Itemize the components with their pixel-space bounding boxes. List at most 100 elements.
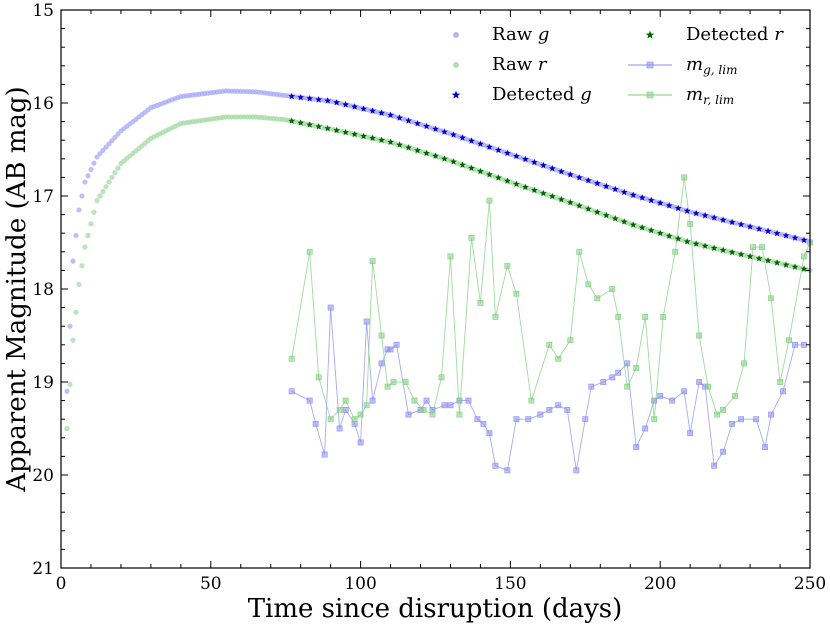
detected-r-point [324, 124, 332, 132]
detected-r-point [656, 229, 664, 237]
lim-r-point [390, 379, 397, 385]
lim-g-point [369, 397, 376, 404]
lim-r-point [327, 416, 334, 423]
raw-g-point [82, 179, 88, 185]
detected-g-point [548, 164, 556, 172]
x-tick-label: 100 [344, 574, 376, 594]
detected-r-point [791, 263, 799, 270]
lim-g-point [492, 462, 499, 469]
detected-g-point [477, 140, 484, 147]
raw-r-point [100, 188, 106, 194]
detected-g-point [503, 149, 511, 157]
lim-r-point [411, 397, 418, 404]
lim-g-point [546, 406, 553, 413]
detected-r-point [548, 192, 556, 200]
lim-g-point [321, 451, 328, 458]
detected-g-point [584, 176, 592, 184]
detected-r-point [459, 161, 466, 168]
lim-r-point [615, 313, 622, 320]
detected-r-point [773, 259, 781, 266]
lim-r-point [420, 406, 427, 413]
lim-g-point [669, 397, 676, 404]
detected-g-point [773, 229, 781, 237]
raw-r-point [115, 165, 121, 171]
detected-r-point [647, 226, 655, 234]
detected-r-point [477, 167, 484, 175]
raw-g-point [76, 207, 82, 213]
lim-r-point [687, 221, 694, 227]
detected-g-point [539, 161, 547, 169]
detected-r-point [620, 218, 628, 225]
lim-r-point [741, 360, 747, 367]
y-tick-label: 20 [32, 466, 54, 486]
detected-g-point [647, 196, 655, 204]
detected-r-point [737, 250, 745, 258]
detected-g-point [737, 220, 745, 228]
lim-g-point [342, 406, 349, 413]
y-tick-label: 17 [32, 187, 54, 207]
raw-r-point [64, 425, 70, 432]
lim-r-point [468, 234, 475, 241]
lim-r-point [567, 337, 574, 344]
detected-g-point [593, 179, 601, 187]
lim-g-point [729, 420, 736, 427]
lim-r-point [528, 397, 535, 404]
legend-label-detected_g: Detected g [492, 84, 592, 105]
detected-g-point [602, 182, 610, 190]
lim-g-point [624, 360, 631, 367]
detected-r-point [512, 180, 520, 188]
detected-r-point [800, 265, 808, 272]
detected-r-point [638, 224, 646, 231]
detected-g-point [297, 93, 305, 101]
lim-g-point [504, 467, 511, 474]
detected-r-point [575, 202, 583, 209]
detected-g-point [638, 194, 646, 201]
detected-g-point [683, 207, 691, 214]
detected-g-point [566, 171, 574, 178]
data-layer [64, 88, 813, 474]
detected-r-point [423, 149, 430, 157]
raw-r-point [88, 221, 94, 227]
lim-r-point [477, 300, 484, 306]
detected-r-point [764, 257, 772, 264]
raw-r-point [85, 232, 91, 239]
lim-r-point [624, 383, 631, 390]
lim-g-point [363, 318, 370, 325]
detected-g-point [791, 234, 799, 241]
detected-r-point [602, 211, 610, 219]
lim-g-point [288, 388, 295, 395]
lim-g-point [609, 374, 616, 381]
raw-r-point [70, 337, 76, 343]
x-tick-label: 150 [494, 574, 526, 594]
lim-r-point [456, 411, 463, 418]
lim-g-point [801, 341, 807, 348]
lim-g-point [357, 439, 364, 446]
raw-g-point [85, 173, 91, 179]
lim-r-point [585, 281, 592, 288]
y-axis-label: Apparent Magnitude (AB mag) [2, 86, 32, 492]
detected-g-point [665, 202, 673, 209]
lim-r-point [801, 253, 807, 260]
detected-r-point [782, 261, 790, 268]
detected-r-point [665, 232, 673, 239]
lim-g-point [738, 416, 744, 423]
detected-g-point [611, 185, 619, 193]
x-axis-label: Time since disruption (days) [248, 594, 623, 624]
detected-r-point [315, 122, 323, 130]
detected-r-point [701, 242, 709, 249]
detected-r-point [369, 134, 377, 142]
lim-g-point [687, 430, 694, 437]
lim-g-point [306, 397, 313, 404]
raw-r-point [106, 179, 112, 185]
lim-r-line [291, 177, 811, 421]
lim-r-point [351, 416, 358, 423]
detected-g-point [405, 117, 412, 124]
lim-r-point [357, 411, 364, 418]
lim-g-point [555, 402, 562, 409]
legend-label-lim_g: mg, lim [686, 54, 737, 77]
lim-r-point [306, 248, 313, 255]
x-tick-label: 0 [56, 574, 67, 594]
lim-g-point [378, 360, 385, 367]
y-tick-label: 19 [32, 373, 54, 393]
detected-g-point [414, 119, 421, 127]
